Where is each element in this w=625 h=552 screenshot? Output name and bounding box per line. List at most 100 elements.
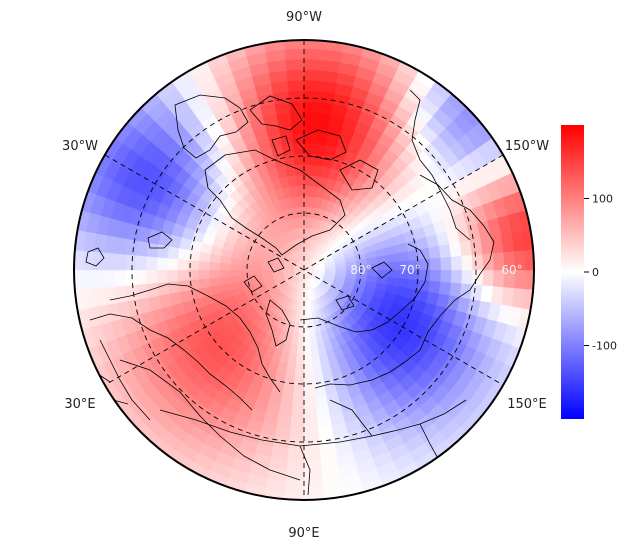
field-cell [285,469,305,482]
field-cell [303,79,321,92]
field-cell [449,242,462,258]
field-cell [303,69,322,82]
field-cell [286,458,305,471]
field-cell [303,311,309,323]
anomaly-field [74,40,534,500]
field-cell [314,133,329,146]
colorbar-tick-label: 0 [592,266,599,279]
field-cell [303,132,317,145]
field-cell [284,479,305,492]
field-cell [285,58,305,71]
field-cell [82,250,95,271]
colorbar-tick-label: -100 [592,340,617,353]
lon-label-30w: 30°W [62,139,98,154]
field-cell [303,416,319,429]
field-cell [124,254,137,271]
field-cell [461,269,473,285]
field-cell [303,427,319,439]
field-cell [303,469,323,482]
field-cell [303,353,313,366]
lon-label-150e: 150°E [507,397,547,412]
field-cell [459,283,473,300]
field-cell [208,261,221,271]
field-cell [274,101,291,115]
field-cell [303,153,315,166]
field-cell [276,415,292,428]
field-cell [377,269,389,278]
lat-label-60: 60° [501,263,522,277]
field-cell [313,143,327,156]
field-cell [471,254,484,271]
lat-label-80: 80° [350,263,371,277]
field-cell [289,427,305,439]
field-cell [316,415,332,428]
field-cell [156,244,170,259]
field-cell [303,185,312,197]
field-cell [288,90,305,103]
field-cell [450,269,463,285]
field-cell [294,364,305,376]
field-cell [297,195,305,208]
field-cell [303,174,313,187]
field-cell [387,269,400,279]
field-cell [303,322,310,334]
field-cell [449,282,462,298]
field-cell [303,101,319,113]
field-cell [317,101,334,115]
field-cell [240,269,252,276]
field-cell [303,385,316,397]
field-cell [276,112,292,125]
colorbar-gradient [561,125,584,419]
field-cell [135,269,147,285]
field-cell [303,448,321,461]
field-cell [482,269,495,287]
field-cell [291,395,305,408]
field-cell [145,269,158,285]
field-cell [289,111,305,124]
field-cell [428,245,441,260]
field-cell [289,416,305,429]
field-cell [113,269,126,287]
field-cell [303,332,311,345]
field-cell [303,479,324,492]
field-cell [156,256,168,271]
field-cell [229,269,242,277]
lon-label-90w: 90°W [286,10,322,25]
field-cell [316,112,332,125]
field-cell [317,425,334,439]
field-cell [124,269,137,286]
lat-circle-70 [189,155,419,385]
field-cell [312,363,323,376]
field-cell [167,245,180,260]
field-cell [312,373,325,386]
colorbar: 100 0 -100 [561,125,617,419]
field-cell [318,91,336,105]
field-cell [429,269,442,283]
field-cell [135,283,149,300]
field-cell [295,353,305,366]
field-cell [469,238,483,256]
field-cell [208,269,221,279]
field-cell [303,437,320,450]
field-cell [438,244,452,259]
field-cell [314,394,329,407]
field-cell [251,269,263,275]
field-cell [135,240,149,257]
field-cell [303,90,320,103]
field-cell [281,143,295,156]
field-cell [167,280,180,295]
field-cell [187,269,200,281]
field-cell [303,48,324,61]
field-cell [278,404,293,418]
field-cell [177,269,189,282]
field-cell [397,251,410,262]
field-cell [377,262,389,271]
field-cell [177,258,189,271]
lon-label-90e: 90°E [288,526,319,541]
field-cell [290,406,305,418]
field-cell [459,240,473,257]
field-cell [125,238,139,256]
meridian-150 [104,154,504,386]
field-cell [279,394,294,407]
